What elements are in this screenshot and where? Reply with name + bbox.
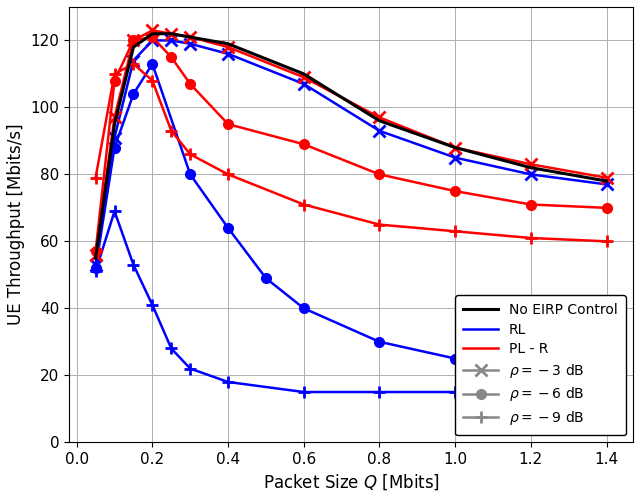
Legend: No EIRP Control, RL, PL - R, $\rho = -3$ dB, $\rho = -6$ dB, $\rho = -9$ dB: No EIRP Control, RL, PL - R, $\rho = -3$… (455, 295, 626, 435)
X-axis label: Packet Size $Q$ [Mbits]: Packet Size $Q$ [Mbits] (262, 473, 440, 492)
Y-axis label: UE Throughput [Mbits/s]: UE Throughput [Mbits/s] (7, 124, 25, 325)
